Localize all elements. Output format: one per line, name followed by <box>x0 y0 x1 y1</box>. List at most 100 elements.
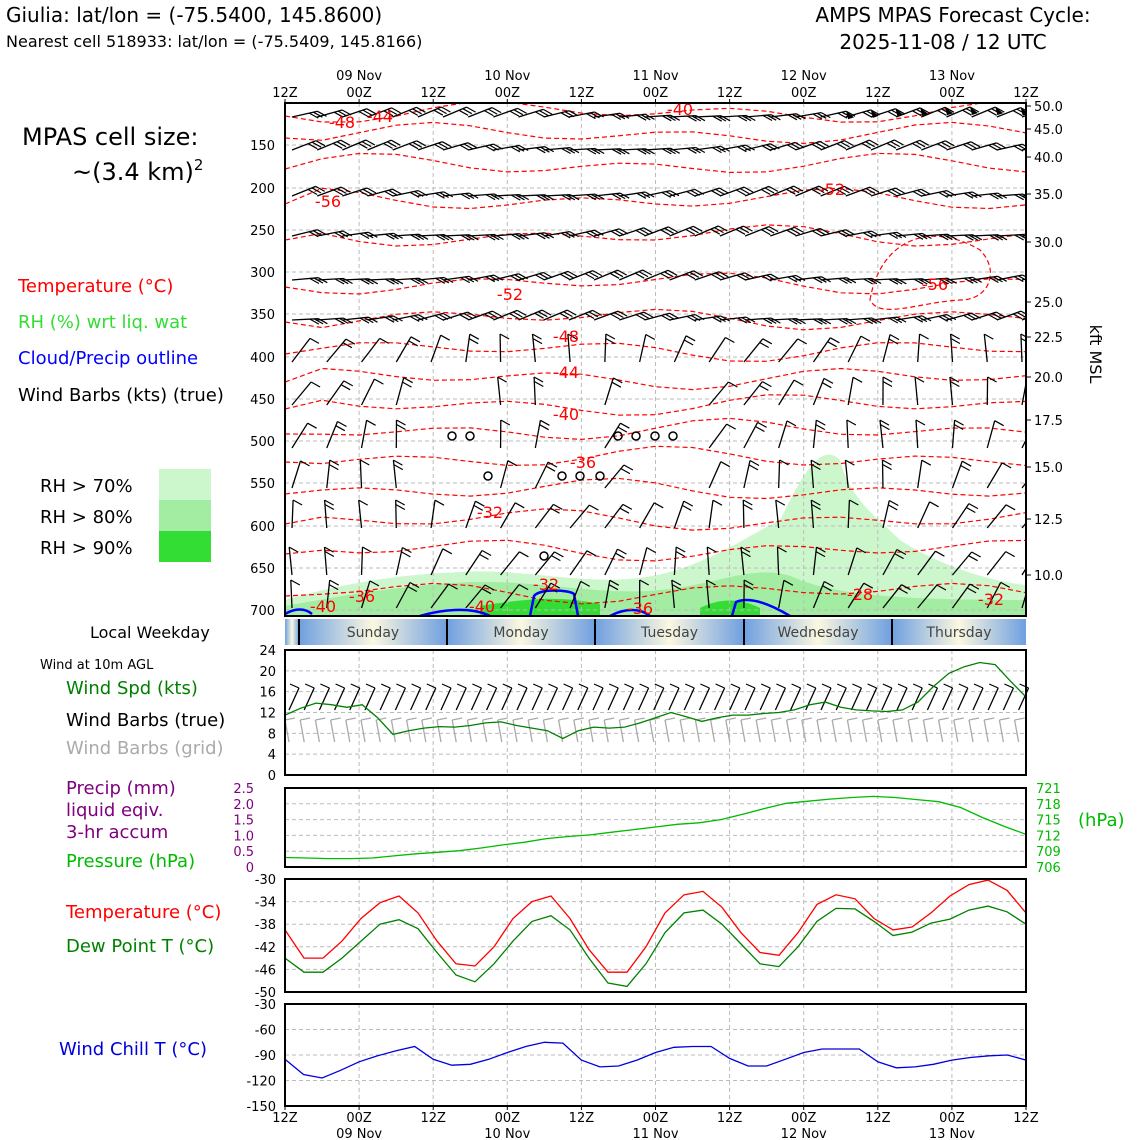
wind-barb-feather <box>1037 550 1046 555</box>
wind-barb-feather <box>383 142 393 149</box>
wind-barb-feather <box>830 337 840 344</box>
wind-barb-feather <box>941 141 951 148</box>
wind-barb-feather <box>609 272 620 279</box>
wind-barb-feather <box>888 232 898 240</box>
wind-barb-feather <box>811 503 821 511</box>
wind-barb-feather <box>862 111 873 118</box>
wind-barb-feather <box>665 313 675 320</box>
wind-barb-feather <box>518 144 529 152</box>
wind-barb-feather <box>994 420 1004 427</box>
wind-barb-feather <box>408 143 419 150</box>
wind-barb-feather <box>880 424 890 431</box>
wind-barb <box>392 106 426 118</box>
wind-barb-feather <box>492 310 502 317</box>
wind-barb-feather <box>434 143 444 150</box>
wind-barb-staff <box>468 143 494 151</box>
wind-barb-feather <box>515 233 525 240</box>
wind-barb <box>820 229 856 238</box>
wind-barb-feather <box>364 278 374 285</box>
precip-tick-label: 2.5 <box>233 782 254 797</box>
wind-barb-feather <box>882 463 892 471</box>
wind-barb-feather <box>861 189 872 196</box>
wind-barb-feather <box>775 499 786 506</box>
wind-barb-feather <box>779 459 789 466</box>
wind-barb-feather <box>1005 551 1015 558</box>
wind-barb-feather <box>588 311 599 318</box>
wind-barb <box>847 376 863 406</box>
true-wind-barb-feather <box>472 683 482 689</box>
wind-barb-feather <box>919 139 930 146</box>
cell-size-value-text: ~(3.4 km) <box>72 158 194 186</box>
wind-barb-feather <box>329 579 339 586</box>
true-wind-barb-feather <box>548 683 558 689</box>
wind-barb <box>367 139 401 151</box>
wind-barb-staff <box>342 139 367 151</box>
wind-barb-staff <box>316 139 342 151</box>
wind-barb-staff <box>915 419 919 449</box>
wind-barb <box>951 503 979 529</box>
wind-barb <box>604 422 630 449</box>
wind-barb-feather <box>511 194 521 201</box>
wind-barb-feather <box>519 233 529 240</box>
wind-barb <box>778 338 807 363</box>
wind-barb <box>594 148 630 155</box>
wind-barb-feather <box>560 112 571 119</box>
wind-barb-staff <box>847 335 862 363</box>
wind-barb-staff <box>604 464 625 489</box>
top-tick-label: 00Z <box>643 86 669 101</box>
grid-wind-barb-feather <box>573 717 584 721</box>
wind-barb <box>971 311 1006 321</box>
wind-barb <box>367 188 402 197</box>
wind-barb-feather <box>609 579 620 586</box>
wind-barb-feather <box>1014 234 1024 241</box>
wind-barb <box>291 381 321 406</box>
wind-barb <box>986 420 1004 449</box>
wind-barb-feather <box>407 585 418 593</box>
wind-barb-staff <box>971 142 997 151</box>
grid-wind-barb <box>846 719 853 743</box>
wind-barb-staff <box>638 547 648 576</box>
true-wind-barb <box>364 687 376 711</box>
wind-barb <box>896 278 932 285</box>
wind-barb <box>882 584 911 609</box>
wind-barb-feather <box>816 229 826 236</box>
wind-barb <box>882 499 899 529</box>
wind-barb-staff <box>291 110 318 118</box>
wind-barb <box>847 582 874 609</box>
grid-wind-barb-feather <box>512 717 524 721</box>
wind-barb-feather <box>481 588 492 595</box>
temp-contour-line <box>285 477 1026 500</box>
cloud-outline-3 <box>419 608 491 616</box>
wind-barb-staff <box>618 269 644 281</box>
top-tick-label: 12Z <box>865 86 891 101</box>
wind-barb <box>673 335 696 363</box>
wind-barb <box>778 579 794 609</box>
wind-barb-staff <box>417 191 444 197</box>
wind-barb-staff <box>468 274 495 281</box>
wind-barb <box>392 140 426 151</box>
wind-barb-feather <box>309 277 320 285</box>
wind-barb <box>359 459 370 489</box>
wind-barb-feather <box>685 228 695 235</box>
wind-barb-staff <box>745 317 772 321</box>
wind-barb <box>810 499 821 529</box>
weekday-label: Sunday <box>347 625 399 641</box>
wind-barb-feather <box>343 317 353 324</box>
wind-barb <box>367 107 401 118</box>
temp-contour-label: -48 <box>329 113 355 132</box>
wind-barb-feather <box>636 114 647 121</box>
wind-barb <box>392 233 429 241</box>
wind-barb-staff <box>1021 438 1026 449</box>
wind-barb-feather <box>543 108 553 115</box>
wind-barb-feather <box>844 140 854 147</box>
hpa-unit: (hPa) <box>1078 810 1125 831</box>
wind-barb-feather <box>610 230 621 237</box>
wind-barb-feather <box>887 190 897 197</box>
wind-barb-feather <box>464 234 475 241</box>
wind-barb-staff <box>593 192 621 197</box>
wind-barb <box>326 338 356 363</box>
wind-barb-staff <box>917 501 931 529</box>
grid-wind-barb <box>360 719 366 743</box>
wind-barb-feather <box>787 318 798 325</box>
wind-barb-staff <box>518 309 543 321</box>
